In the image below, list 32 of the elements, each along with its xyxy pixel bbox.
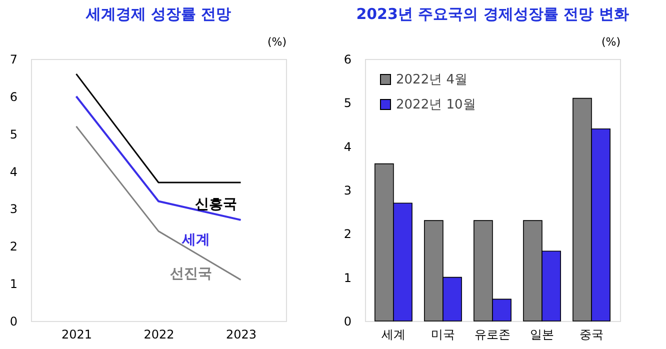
y-tick-label: 1	[10, 277, 18, 292]
y-tick-label: 1	[344, 270, 352, 285]
y-tick-label: 4	[344, 140, 352, 154]
series-label: 세계	[180, 232, 210, 248]
y-axis-title: (%)	[601, 36, 620, 48]
x-tick-label: 2021	[61, 328, 92, 342]
y-tick-label: 4	[10, 164, 18, 179]
x-tick-label: 세계	[381, 328, 406, 342]
y-tick-label: 3	[344, 184, 352, 198]
chart-title: 세계경제 성장률 전망	[84, 5, 232, 23]
chart-title: 2023년 주요국의 경제성장률 전망 변화	[356, 5, 629, 23]
y-tick-label: 0	[344, 314, 352, 328]
series-label: 선진국	[170, 266, 212, 282]
series-label: 신흥국	[194, 196, 237, 213]
x-tick-label: 중국	[580, 328, 604, 342]
y-tick-label: 0	[10, 314, 18, 328]
x-tick-label: 2022	[144, 328, 174, 342]
x-tick-label: 2023	[226, 328, 257, 342]
x-tick-label: 유로존	[474, 328, 510, 342]
y-axis-title: (%)	[267, 36, 286, 48]
y-tick-label: 2	[10, 240, 18, 254]
y-tick-label: 6	[344, 52, 352, 66]
y-tick-label: 7	[10, 52, 18, 66]
y-tick-label: 3	[10, 202, 18, 216]
legend-label: 2022년 4월	[396, 72, 468, 88]
x-tick-label: 일본	[530, 328, 554, 342]
y-tick-label: 5	[10, 127, 18, 142]
x-tick-label: 미국	[430, 328, 455, 342]
y-tick-label: 6	[10, 90, 18, 104]
y-tick-label: 5	[344, 96, 352, 110]
y-tick-label: 2	[344, 227, 352, 242]
legend-label: 2022년 10월	[396, 98, 476, 112]
